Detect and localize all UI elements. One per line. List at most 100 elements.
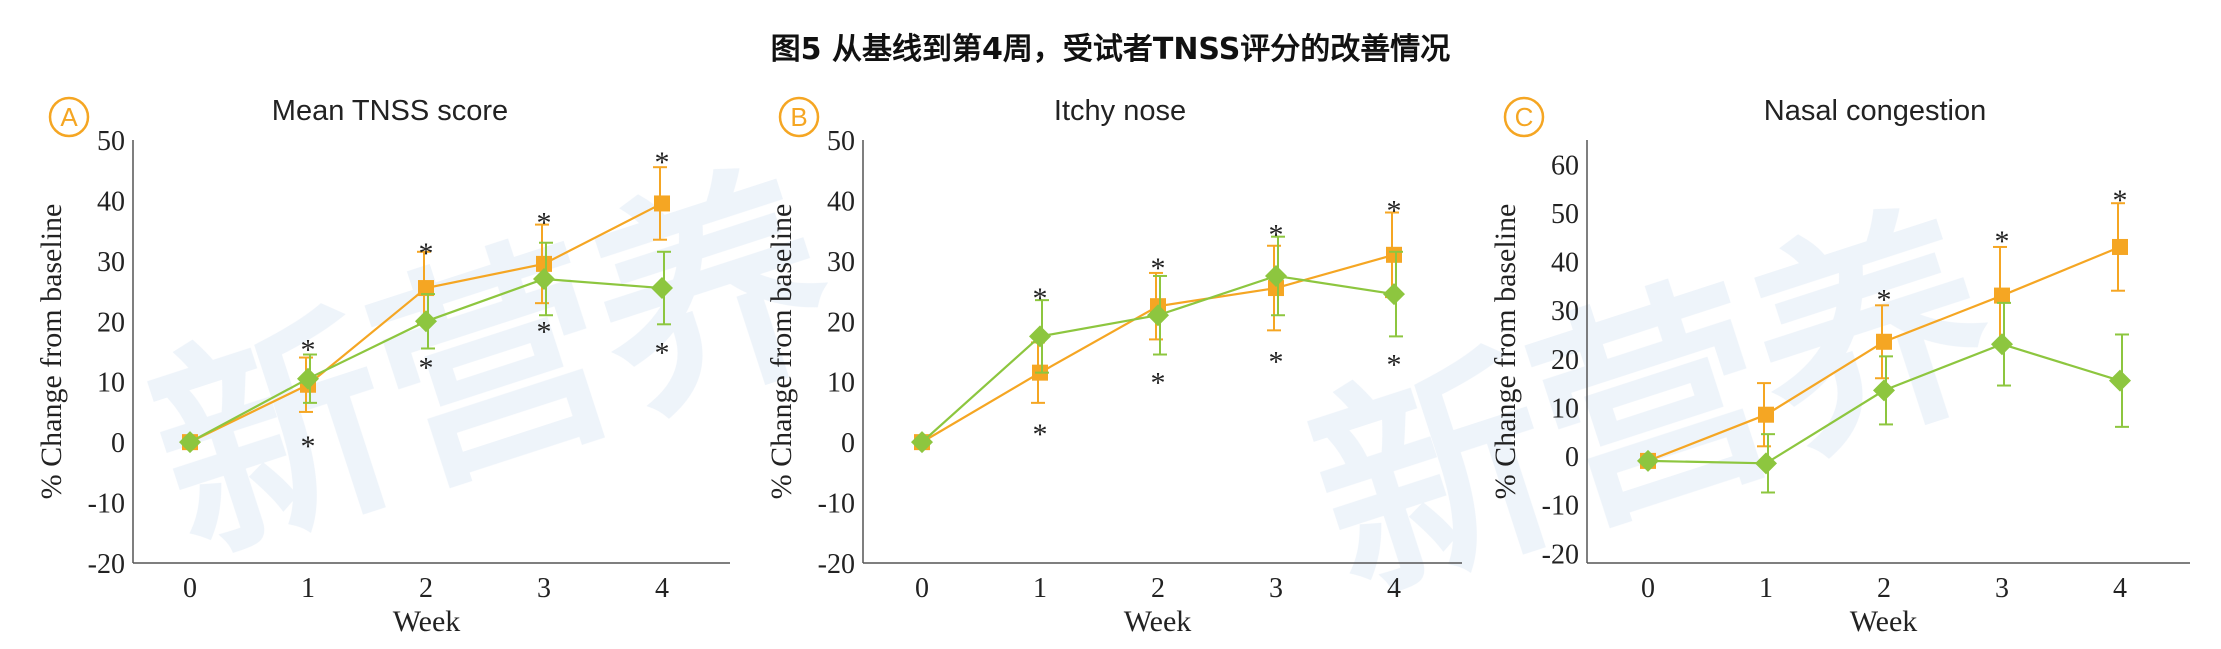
y-tick-label: -20 [818,549,855,580]
significance-star: * [1033,282,1048,315]
data-point [2109,369,2131,392]
panel-title: Nasal congestion [1764,95,1986,127]
x-tick-label: 1 [1759,573,1773,604]
data-point [1755,452,1777,475]
watermark: 新营养 新营养 [125,134,2024,641]
panel-title: Mean TNSS score [272,95,508,127]
data-point [2112,238,2128,255]
data-point [1873,379,1895,402]
data-point [651,277,673,300]
significance-star: * [1269,219,1284,252]
data-point [297,367,319,390]
y-tick-label: 20 [1551,345,1579,376]
x-tick-label: 3 [1269,573,1283,604]
significance-star: * [419,237,434,270]
data-point [1268,280,1284,297]
data-point [415,310,437,333]
data-point [911,431,933,454]
significance-star: * [655,336,670,369]
x-tick-label: 4 [655,573,669,604]
svg-text:新营养: 新营养 [1285,174,2024,641]
panel-badge-circle [778,96,820,138]
y-tick-label: 30 [1551,296,1579,327]
data-point [1029,325,1051,348]
data-point [1383,283,1405,306]
panel-badge-label: A [60,102,78,132]
y-tick-label: 40 [827,186,855,217]
y-axis-label: % Change from baseline [1489,204,1522,500]
x-tick-label: 2 [419,573,433,604]
significance-star: * [1387,194,1402,227]
data-point [1758,406,1774,423]
data-point [179,431,201,454]
series-2 [911,235,1405,454]
significance-star: * [1387,349,1402,382]
significance-star: * [1151,252,1166,285]
y-axis-label: % Change from baseline [35,204,68,500]
y-tick-label: 50 [1551,199,1579,230]
y-tick-label: 10 [827,368,855,399]
panel-b: B Itchy nose -20 -10 0 10 20 30 40 50 0 1 2 3 4 Week % C… [765,95,1462,638]
panel-c: C Nasal congestion -20 -10 0 10 20 30 40 50 60 0 1 2 3… [1489,95,2190,638]
y-tick-label: 20 [97,307,125,338]
y-tick-label: 0 [1565,442,1579,473]
x-tick-label: 0 [1641,573,1655,604]
data-point [536,255,552,272]
data-point [1386,246,1402,263]
svg-text:新营养: 新营养 [125,134,864,601]
panel-badge-circle [48,96,90,138]
data-point [1994,287,2010,304]
significance-star: * [1151,367,1166,400]
x-axis-label: Week [393,605,461,638]
y-tick-label: 10 [97,368,125,399]
significance-star: * [1269,346,1284,379]
series-2 [1637,301,2131,494]
data-point [1876,333,1892,350]
x-tick-label: 0 [183,573,197,604]
x-tick-label: 1 [301,573,315,604]
y-tick-label: 60 [1551,150,1579,181]
y-tick-label: -20 [1542,539,1579,570]
y-tick-label: 50 [827,126,855,157]
x-tick-label: 2 [1877,573,1891,604]
x-tick-label: 4 [2113,573,2127,604]
significance-star: * [1877,284,1892,317]
series-2 [179,241,673,454]
data-point [1265,264,1287,287]
significance-star: * [1995,225,2010,258]
panel-a: A Mean TNSS score -20 -10 0 10 20 30 40 50 0 1 2 3 4 We… [35,95,730,638]
panel-title: Itchy nose [1054,95,1186,127]
y-tick-label: -10 [88,489,125,520]
data-point [418,280,434,297]
x-tick-label: 0 [915,573,929,604]
y-tick-label: 0 [111,428,125,459]
y-tick-label: 10 [1551,393,1579,424]
y-tick-label: 40 [97,186,125,217]
y-tick-label: 30 [827,247,855,278]
y-tick-label: 30 [97,247,125,278]
y-tick-label: -10 [1542,491,1579,522]
significance-star: * [537,207,552,240]
page-title: 图5 从基线到第4周，受试者TNSS评分的改善情况 [770,32,1451,67]
significance-star: * [2113,184,2128,217]
significance-star: * [301,333,316,366]
x-tick-label: 3 [1995,573,2009,604]
y-tick-label: 50 [97,126,125,157]
y-tick-label: 20 [827,307,855,338]
panel-badge-label: C [1515,102,1534,132]
y-tick-label: 0 [841,428,855,459]
y-tick-label: -10 [818,489,855,520]
significance-star: * [419,352,434,385]
x-tick-label: 1 [1033,573,1047,604]
data-point [1147,304,1169,327]
series-1 [1640,202,2128,469]
significance-star: * [1033,418,1048,451]
significance-star: * [655,146,670,179]
significance-star: * [537,315,552,348]
x-axis-label: Week [1124,605,1192,638]
y-tick-label: 40 [1551,248,1579,279]
y-tick-label: -20 [88,549,125,580]
y-axis-label: % Change from baseline [765,204,798,500]
panel-badge-label: B [790,102,807,132]
